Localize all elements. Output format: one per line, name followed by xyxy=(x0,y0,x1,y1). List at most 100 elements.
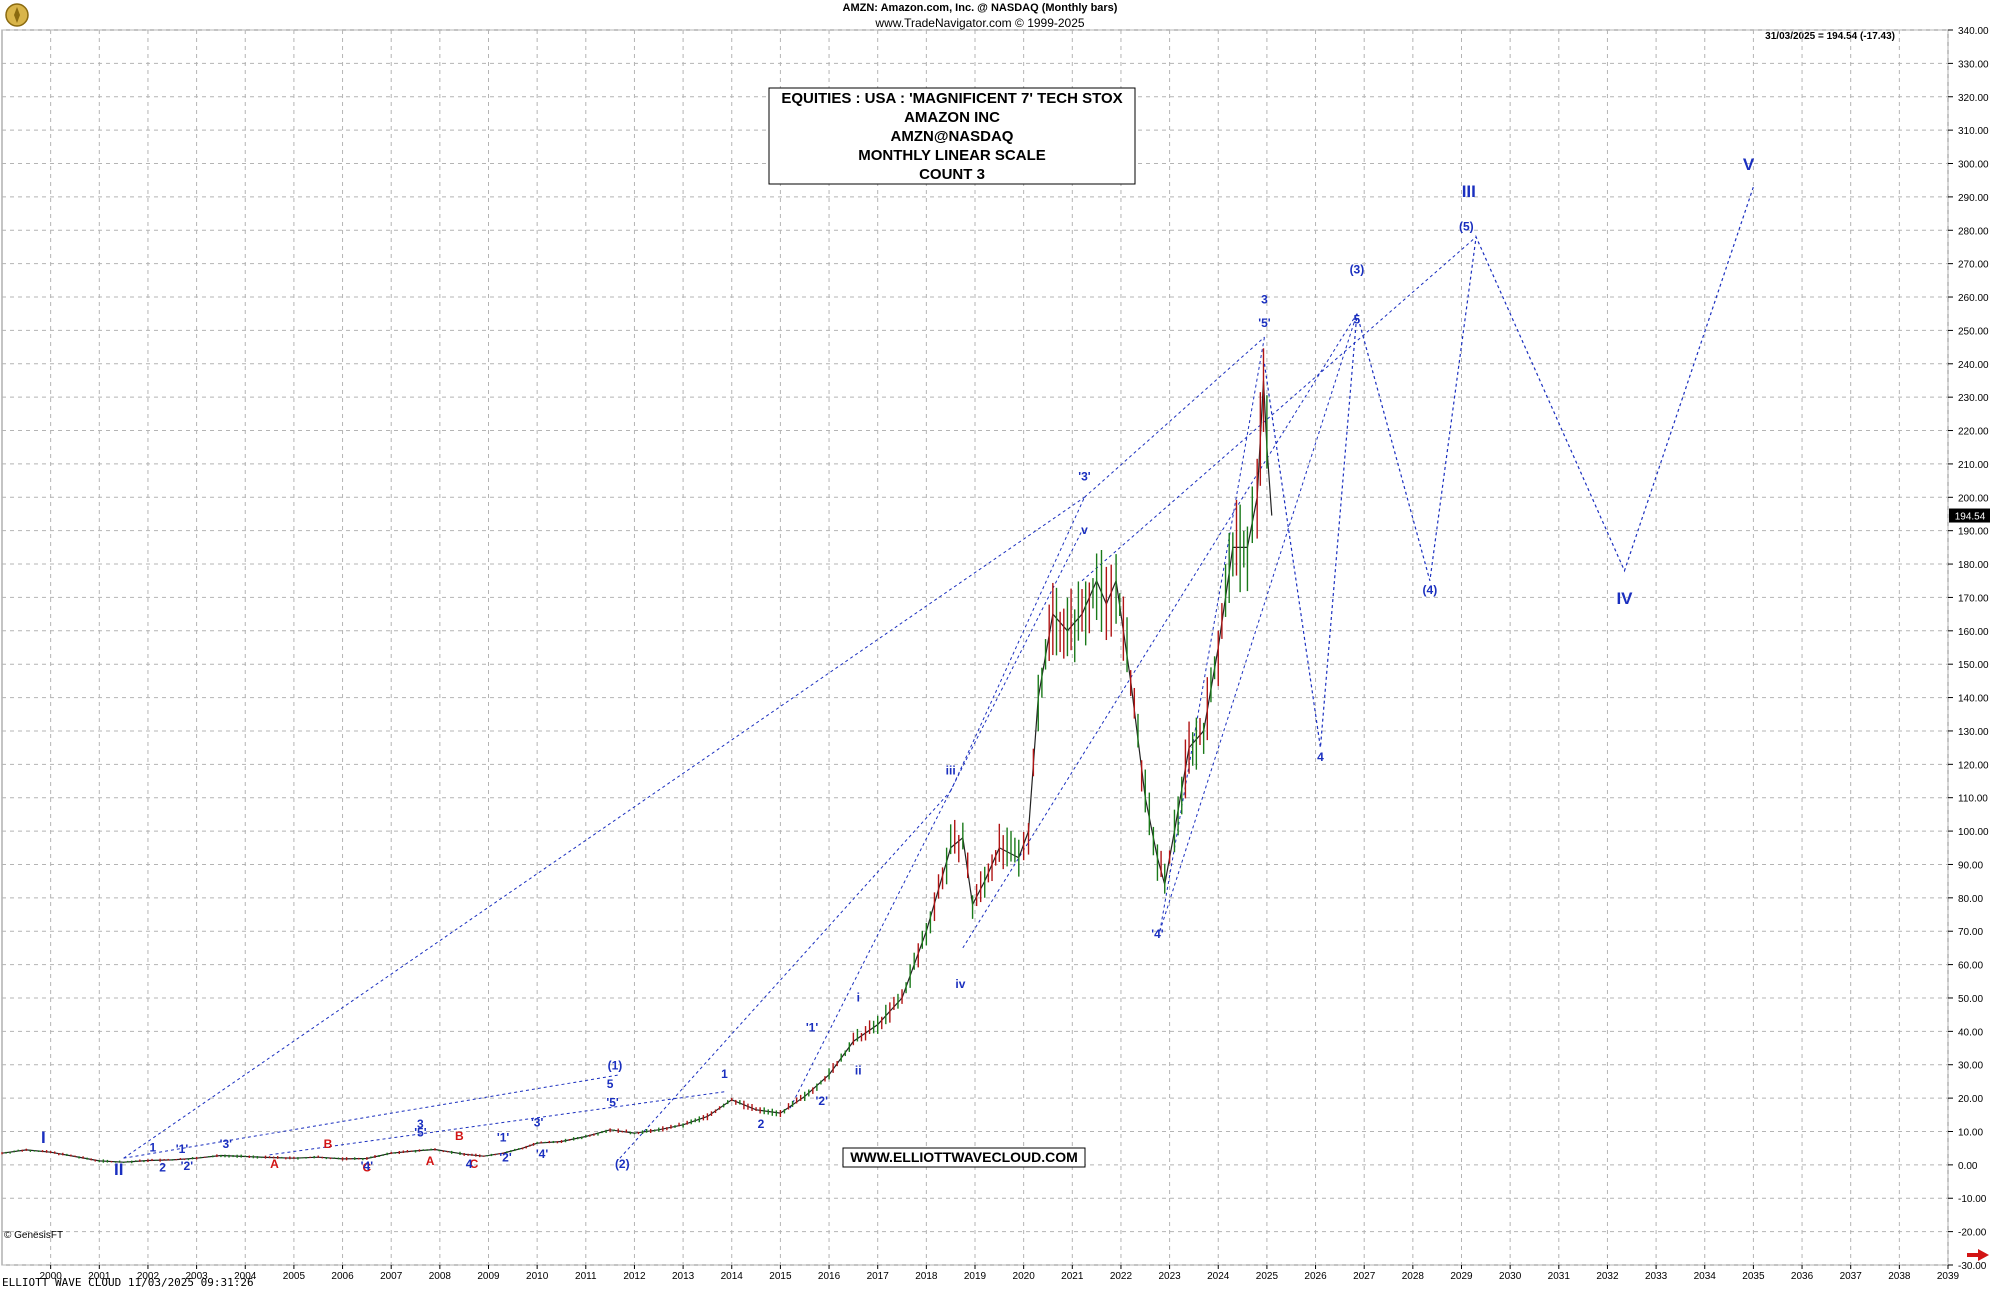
wave-label: (4) xyxy=(1423,583,1438,597)
scroll-arrow-icon xyxy=(1967,1249,1989,1261)
title-box-line: COUNT 3 xyxy=(919,166,985,183)
x-tick-label: 2039 xyxy=(1937,1271,1960,1282)
x-tick-label: 2037 xyxy=(1840,1271,1863,1282)
x-tick-label: 2033 xyxy=(1645,1271,1668,1282)
price-badge-label: 194.54 xyxy=(1955,512,1986,523)
y-tick-label: 30.00 xyxy=(1958,1061,1983,1072)
title-box-line: AMAZON INC xyxy=(904,109,1000,126)
title-box: EQUITIES : USA : 'MAGNIFICENT 7' TECH ST… xyxy=(768,87,1136,185)
x-tick-label: 2014 xyxy=(721,1271,744,1282)
y-tick-label: 10.00 xyxy=(1958,1127,1983,1138)
wave-label: 1 xyxy=(149,1141,156,1155)
x-tick-label: 2020 xyxy=(1013,1271,1036,1282)
y-tick-label: 240.00 xyxy=(1958,360,1989,371)
title-box-line: EQUITIES : USA : 'MAGNIFICENT 7' TECH ST… xyxy=(781,90,1122,107)
y-tick-label: 300.00 xyxy=(1958,160,1989,171)
watermark-frame xyxy=(842,1147,1086,1168)
wave-label: V xyxy=(1743,155,1755,174)
chart-header-copyright: www.TradeNavigator.com © 1999-2025 xyxy=(875,16,1085,30)
wave-label: '3' xyxy=(531,1115,544,1129)
chart-grid xyxy=(1,29,1949,1266)
x-tick-label: 2010 xyxy=(526,1271,549,1282)
y-tick-label: -10.00 xyxy=(1958,1194,1987,1205)
y-tick-label: 150.00 xyxy=(1958,660,1989,671)
wave-label: (5) xyxy=(1459,219,1474,233)
y-tick-label: 90.00 xyxy=(1958,860,1983,871)
title-box-line: AMZN@NASDAQ xyxy=(891,128,1014,145)
y-tick-label: 70.00 xyxy=(1958,927,1983,938)
wave-label: '3' xyxy=(220,1137,233,1151)
wave-label: '1' xyxy=(806,1020,819,1034)
wave-label: 4 xyxy=(1317,750,1324,764)
x-tick-label: 2000 xyxy=(40,1271,63,1282)
y-tick-label: 270.00 xyxy=(1958,260,1989,271)
trend-line xyxy=(1081,236,1477,582)
wave-label: (2) xyxy=(615,1157,630,1171)
wave-label: B xyxy=(455,1129,464,1143)
x-tick-label: 2035 xyxy=(1742,1271,1765,1282)
wave-label: (3) xyxy=(1350,263,1365,277)
y-tick-label: 190.00 xyxy=(1958,527,1989,538)
x-tick-label: 2029 xyxy=(1450,1271,1473,1282)
wave-label: A xyxy=(426,1154,435,1168)
y-tick-label: 230.00 xyxy=(1958,393,1989,404)
x-tick-label: 2023 xyxy=(1158,1271,1181,1282)
projection-series xyxy=(1263,186,1754,748)
wave-label: '2' xyxy=(499,1151,512,1165)
x-tick-label: 2031 xyxy=(1548,1271,1571,1282)
x-tick-label: 2003 xyxy=(185,1271,208,1282)
x-tick-label: 2026 xyxy=(1304,1271,1327,1282)
x-tick-label: 2030 xyxy=(1499,1271,1522,1282)
x-tick-label: 2008 xyxy=(429,1271,452,1282)
wave-label: iii xyxy=(946,763,956,777)
y-tick-label: 290.00 xyxy=(1958,193,1989,204)
wave-label: '2' xyxy=(181,1159,194,1173)
chart-header-title: AMZN: Amazon.com, Inc. @ NASDAQ (Monthly… xyxy=(842,2,1118,14)
y-tick-label: 280.00 xyxy=(1958,226,1989,237)
wave-label: (1) xyxy=(608,1059,623,1073)
wave-label: B xyxy=(324,1137,333,1151)
x-tick-label: 2021 xyxy=(1061,1271,1084,1282)
wave-label: IV xyxy=(1616,589,1633,608)
y-tick-label: 170.00 xyxy=(1958,593,1989,604)
x-tick-label: 2015 xyxy=(769,1271,792,1282)
x-tick-label: 2019 xyxy=(964,1271,987,1282)
wave-label: C xyxy=(363,1161,372,1175)
trend-line xyxy=(789,530,1083,1109)
wave-label: III xyxy=(1462,182,1476,201)
y-tick-label: 210.00 xyxy=(1958,460,1989,471)
trend-line xyxy=(962,313,1358,949)
wave-label: C xyxy=(470,1157,479,1171)
x-tick-label: 2025 xyxy=(1256,1271,1279,1282)
wave-label: '1' xyxy=(497,1131,510,1145)
y-tick-label: 140.00 xyxy=(1958,694,1989,705)
y-tick-label: -30.00 xyxy=(1958,1261,1987,1272)
wave-label: '4' xyxy=(1151,927,1164,941)
x-tick-label: 2017 xyxy=(867,1271,890,1282)
wave-label: 2 xyxy=(758,1117,765,1131)
wave-label: '5' xyxy=(606,1095,619,1109)
x-tick-label: 2036 xyxy=(1791,1271,1814,1282)
x-tick-label: 2016 xyxy=(818,1271,841,1282)
x-tick-label: 2022 xyxy=(1110,1271,1133,1282)
wave-label: v xyxy=(1081,523,1088,537)
wave-label: 4 xyxy=(466,1157,473,1171)
x-tick-label: 2005 xyxy=(283,1271,306,1282)
wave-label: ii xyxy=(855,1064,862,1078)
x-tick-label: 2013 xyxy=(672,1271,695,1282)
wave-label: 3 xyxy=(1261,293,1268,307)
x-tick-label: 2032 xyxy=(1596,1271,1619,1282)
y-tick-label: 20.00 xyxy=(1958,1094,1983,1105)
y-tick-label: 50.00 xyxy=(1958,994,1983,1005)
wave-label: '3' xyxy=(1078,470,1091,484)
projection-path xyxy=(1263,186,1754,748)
wave-label: 5 xyxy=(607,1077,614,1091)
y-tick-label: 310.00 xyxy=(1958,126,1989,137)
wave-label: 2 xyxy=(159,1161,166,1175)
y-tick-label: 320.00 xyxy=(1958,93,1989,104)
x-tick-label: 2024 xyxy=(1207,1271,1230,1282)
footer-status: ELLIOTT WAVE CLOUD 11/03/2025 09:31:26 xyxy=(2,1276,254,1289)
wave-label: II xyxy=(114,1160,123,1179)
wave-label: '2' xyxy=(816,1094,829,1108)
